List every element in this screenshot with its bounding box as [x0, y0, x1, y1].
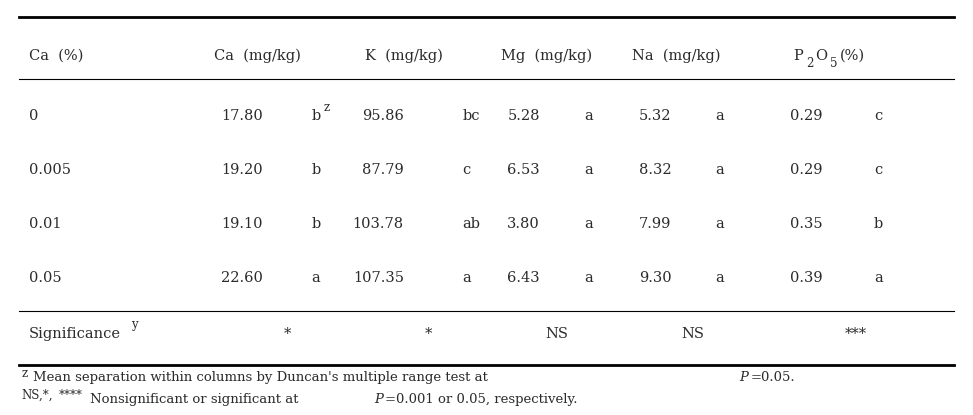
Text: a: a: [584, 163, 593, 177]
Text: a: a: [874, 271, 883, 285]
Text: 0.29: 0.29: [790, 163, 822, 177]
Text: b: b: [311, 217, 321, 231]
Text: Ca  (%): Ca (%): [29, 49, 84, 63]
Text: 103.78: 103.78: [352, 217, 404, 231]
Text: *: *: [424, 327, 432, 341]
Text: 0.35: 0.35: [789, 217, 822, 231]
Text: 6.43: 6.43: [507, 271, 540, 285]
Text: Ca  (mg/kg): Ca (mg/kg): [214, 49, 301, 63]
Text: Nonsignificant or significant at: Nonsignificant or significant at: [90, 393, 304, 406]
Text: 8.32: 8.32: [638, 163, 671, 177]
Text: NS,*,: NS,*,: [21, 388, 53, 402]
Text: a: a: [584, 217, 593, 231]
Text: 5.28: 5.28: [508, 109, 540, 123]
Text: b: b: [311, 109, 321, 123]
Text: a: a: [584, 271, 593, 285]
Text: 107.35: 107.35: [353, 271, 404, 285]
Text: a: a: [715, 109, 724, 123]
Text: 0.01: 0.01: [29, 217, 61, 231]
Text: b: b: [874, 217, 883, 231]
Text: K  (mg/kg): K (mg/kg): [365, 49, 443, 63]
Text: a: a: [715, 217, 724, 231]
Text: z: z: [324, 100, 330, 114]
Text: P: P: [793, 49, 803, 63]
Text: c: c: [462, 163, 470, 177]
Text: 19.20: 19.20: [221, 163, 263, 177]
Text: z: z: [21, 367, 27, 380]
Text: 87.79: 87.79: [362, 163, 404, 177]
Text: 9.30: 9.30: [638, 271, 671, 285]
Text: =0.05.: =0.05.: [750, 371, 795, 384]
Text: Significance: Significance: [29, 327, 122, 341]
Text: ***: ***: [846, 327, 867, 341]
Text: a: a: [462, 271, 471, 285]
Text: Na  (mg/kg): Na (mg/kg): [632, 49, 721, 63]
Text: NS: NS: [545, 327, 568, 341]
Text: 19.10: 19.10: [221, 217, 263, 231]
Text: 6.53: 6.53: [507, 163, 540, 177]
Text: ****: ****: [58, 388, 83, 402]
Text: 0.005: 0.005: [29, 163, 71, 177]
Text: P: P: [375, 393, 383, 406]
Text: 22.60: 22.60: [221, 271, 263, 285]
Text: O: O: [815, 49, 827, 63]
Text: 5: 5: [830, 57, 838, 70]
Text: y: y: [131, 318, 138, 332]
Text: a: a: [715, 163, 724, 177]
Text: 3.80: 3.80: [507, 217, 540, 231]
Text: ab: ab: [462, 217, 480, 231]
Text: 2: 2: [807, 57, 814, 70]
Text: Mg  (mg/kg): Mg (mg/kg): [501, 49, 593, 63]
Text: 95.86: 95.86: [362, 109, 404, 123]
Text: 0.39: 0.39: [789, 271, 822, 285]
Text: 0.29: 0.29: [790, 109, 822, 123]
Text: a: a: [584, 109, 593, 123]
Text: c: c: [874, 163, 882, 177]
Text: P: P: [739, 371, 748, 384]
Text: NS: NS: [681, 327, 704, 341]
Text: a: a: [715, 271, 724, 285]
Text: Mean separation within columns by Duncan's multiple range test at: Mean separation within columns by Duncan…: [33, 371, 492, 384]
Text: 5.32: 5.32: [639, 109, 671, 123]
Text: b: b: [311, 163, 321, 177]
Text: =0.001 or 0.05, respectively.: =0.001 or 0.05, respectively.: [385, 393, 578, 406]
Text: 17.80: 17.80: [221, 109, 263, 123]
Text: 0: 0: [29, 109, 39, 123]
Text: 0.05: 0.05: [29, 271, 62, 285]
Text: a: a: [311, 271, 320, 285]
Text: c: c: [874, 109, 882, 123]
Text: 7.99: 7.99: [639, 217, 671, 231]
Text: *: *: [283, 327, 291, 341]
Text: (%): (%): [840, 49, 865, 63]
Text: bc: bc: [462, 109, 480, 123]
